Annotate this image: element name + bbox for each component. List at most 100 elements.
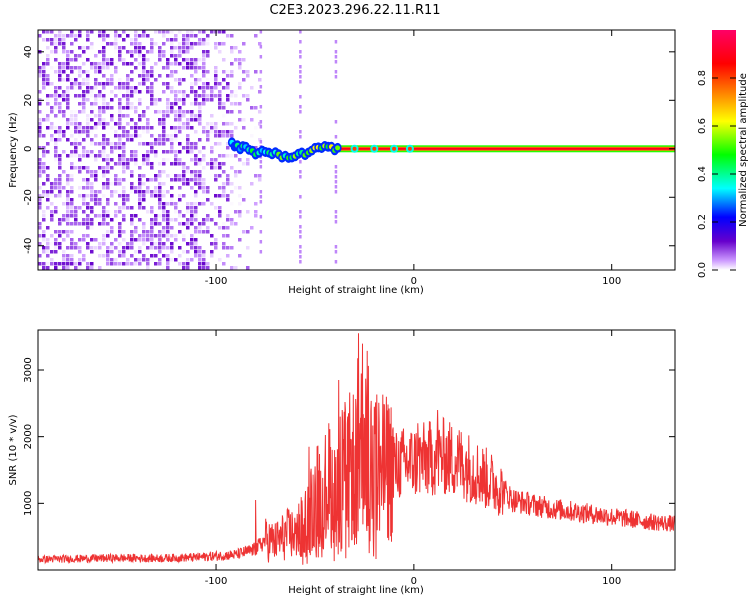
spectrogram-cell: [62, 202, 66, 206]
spectrogram-cell: [166, 62, 170, 66]
spectrogram-cell: [238, 194, 242, 198]
spectrogram-cell: [190, 246, 194, 250]
spectrogram-cell: [162, 54, 166, 58]
spectrogram-cell: [158, 46, 162, 50]
spectrogram-cell: [210, 242, 214, 246]
spectrogram-cell: [158, 190, 162, 194]
spectrogram-cell: [42, 250, 46, 254]
spectrogram-cell: [42, 166, 46, 170]
spectrogram-cell: [106, 142, 110, 146]
spectrogram-cell: [178, 214, 182, 218]
spectrogram-cell: [126, 74, 130, 78]
spectrogram-cell: [174, 178, 178, 182]
spectrogram-cell: [218, 162, 222, 166]
spectrogram-cell: [299, 230, 302, 234]
spectrogram-cell: [50, 194, 54, 198]
spectrogram-cell: [130, 106, 134, 110]
spectrogram-cell: [102, 66, 106, 70]
spectrogram-cell: [186, 42, 190, 46]
spectrogram-cell: [230, 122, 234, 126]
spectrogram-cell: [110, 114, 114, 118]
spectrogram-cell: [66, 222, 70, 226]
spectrogram-cell: [102, 86, 106, 90]
spectrogram-cell: [170, 70, 174, 74]
spectrogram-cell: [166, 114, 170, 118]
spectrogram-cell: [158, 194, 162, 198]
spectrogram-cell: [162, 66, 166, 70]
spectrogram-cell: [299, 210, 302, 214]
spectrogram-cell: [214, 126, 218, 130]
spectrogram-cell: [74, 154, 78, 158]
spectrogram-cell: [130, 174, 134, 178]
spectrogram-cell: [186, 202, 190, 206]
spectrogram-cell: [58, 190, 62, 194]
spectrogram-cell: [42, 134, 46, 138]
spectrogram-cell: [154, 30, 158, 34]
spectrogram-cell: [154, 42, 158, 46]
spectrogram-cell: [74, 110, 78, 114]
spectrogram-cell: [222, 198, 226, 202]
spectrogram-cell: [66, 102, 70, 106]
spectrogram-cell: [70, 262, 74, 266]
spectrogram-cell: [150, 38, 154, 42]
spectrogram-cell: [210, 94, 214, 98]
spectrogram-cell: [74, 82, 78, 86]
spectrogram-cell: [150, 234, 154, 238]
spectrogram-cell: [98, 222, 102, 226]
spectrogram-cell: [230, 130, 234, 134]
spectrogram-cell: [62, 170, 66, 174]
spectrogram-cell: [178, 54, 182, 58]
spectrogram-cell: [170, 86, 174, 90]
spectrogram-cell: [86, 114, 90, 118]
spectrogram-cell: [186, 34, 190, 38]
spectrogram-cell: [90, 186, 94, 190]
spectrogram-cell: [134, 122, 138, 126]
spectrogram-cell: [150, 162, 154, 166]
spectrogram-cell: [50, 122, 54, 126]
spectrogram-cell: [90, 198, 94, 202]
spectrogram-cell: [78, 134, 82, 138]
y-tick-label: -20: [23, 189, 34, 205]
spectrogram-cell: [299, 30, 302, 34]
spectrogram-cell: [58, 74, 62, 78]
spectrogram-cell: [214, 238, 218, 242]
spectrogram-cell: [142, 238, 146, 242]
spectrogram-cell: [150, 74, 154, 78]
spectrogram-cell: [194, 130, 198, 134]
spectrogram-cell: [214, 42, 218, 46]
spectrogram-cell: [66, 86, 70, 90]
spectrogram-cell: [78, 34, 82, 38]
spectrogram-cell: [259, 195, 263, 199]
spectrogram-cell: [78, 262, 82, 266]
spectrogram-cell: [90, 150, 94, 154]
spectrogram-cell: [334, 70, 338, 74]
spectrogram-cell: [94, 134, 98, 138]
spectrogram-cell: [62, 66, 66, 70]
spectrogram-cell: [182, 178, 186, 182]
spectrogram-cell: [42, 70, 46, 74]
spectrogram-cell: [214, 94, 218, 98]
spectrogram-cell: [222, 190, 226, 194]
spectrogram-cell: [174, 174, 178, 178]
spectrogram-cell: [126, 134, 130, 138]
spectrogram-cell: [42, 262, 46, 266]
spectrogram-cell: [106, 262, 110, 266]
spectrogram-cell: [42, 182, 46, 186]
spectrogram-cell: [190, 46, 194, 50]
spectrogram-cell: [110, 74, 114, 78]
spectrogram-cell: [130, 78, 134, 82]
spectrogram-cell: [178, 254, 182, 258]
spectrogram-cell: [198, 110, 202, 114]
spectrogram-cell: [38, 130, 42, 134]
spectrogram-cell: [259, 70, 263, 74]
spectrogram-cell: [118, 142, 122, 146]
spectrogram-cell: [238, 118, 242, 122]
spectrogram-cell: [130, 90, 134, 94]
spectrogram-cell: [202, 186, 206, 190]
spectrogram-cell: [198, 150, 202, 154]
spectrogram-cell: [142, 66, 146, 70]
spectrogram-cell: [134, 230, 138, 234]
spectrogram-cell: [210, 90, 214, 94]
spectrogram-cell: [38, 166, 42, 170]
spectrogram-cell: [162, 214, 166, 218]
